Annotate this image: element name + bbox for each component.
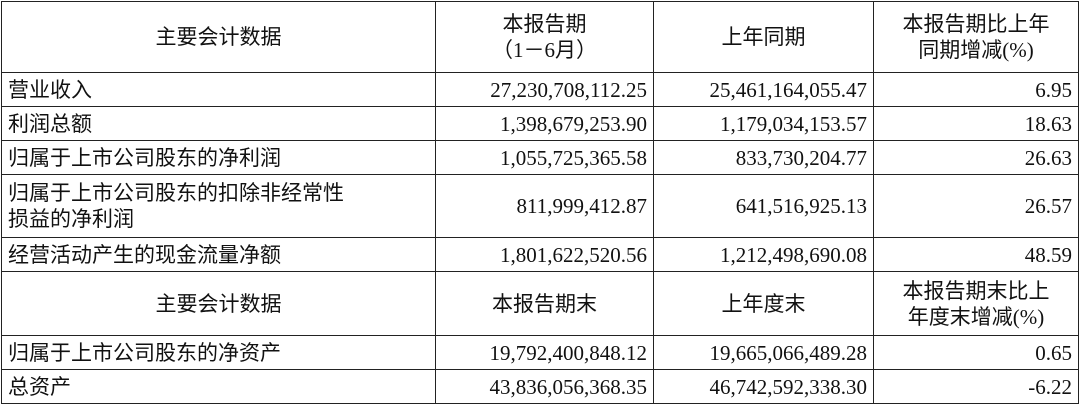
header-row-2: 主要会计数据 本报告期末 上年度末 本报告期末比上 年度末增减(%) — [1, 271, 1079, 336]
current-value: 1,055,725,365.58 — [435, 140, 654, 175]
label-line: 损益的净利润 — [8, 207, 134, 231]
header-change: 本报告期末比上 年度末增减(%) — [873, 271, 1079, 336]
header-text: 本报告期末比上 — [902, 278, 1050, 303]
table-row: 归属于上市公司股东的净利润 1,055,725,365.58 833,730,2… — [1, 140, 1079, 175]
header-change: 本报告期比上年 同期增减(%) — [873, 1, 1079, 73]
header-text: 本报告期 — [502, 12, 587, 36]
header-text: （1－6月） — [492, 38, 597, 62]
prior-value: 46,742,592,338.30 — [653, 369, 874, 404]
row-label: 利润总额 — [1, 106, 436, 141]
change-value: -6.22 — [873, 369, 1079, 404]
key-accounting-data-table: 主要会计数据 本报告期 （1－6月） 上年同期 本报告期比上年 同期增减(%) 营业… — [1, 1, 1079, 404]
current-value: 19,792,400,848.12 — [435, 335, 654, 370]
table-row: 总资产 43,836,056,368.35 46,742,592,338.30 … — [1, 369, 1079, 404]
header-item: 主要会计数据 — [1, 1, 436, 73]
current-value: 811,999,412.87 — [435, 174, 654, 238]
header-row: 主要会计数据 本报告期 （1－6月） 上年同期 本报告期比上年 同期增减(%) — [1, 1, 1079, 73]
change-value: 48.59 — [873, 237, 1079, 272]
header-text: 同期增减(%) — [918, 38, 1034, 62]
row-label: 营业收入 — [1, 72, 436, 107]
table-row: 利润总额 1,398,679,253.90 1,179,034,153.57 1… — [1, 106, 1079, 141]
header-text: 本报告期比上年 — [902, 12, 1050, 36]
header-period-end: 本报告期末 — [435, 271, 654, 336]
header-current-period: 本报告期 （1－6月） — [435, 1, 654, 73]
row-label: 归属于上市公司股东的净利润 — [1, 140, 436, 175]
row-label: 总资产 — [1, 369, 436, 404]
change-value: 6.95 — [873, 72, 1079, 107]
prior-value: 1,212,498,690.08 — [653, 237, 874, 272]
header-item: 主要会计数据 — [1, 271, 436, 336]
current-value: 27,230,708,112.25 — [435, 72, 654, 107]
table-row: 归属于上市公司股东的扣除非经常性 损益的净利润 811,999,412.87 64… — [1, 174, 1079, 238]
prior-value: 641,516,925.13 — [653, 174, 874, 238]
current-value: 43,836,056,368.35 — [435, 369, 654, 404]
table-row: 归属于上市公司股东的净资产 19,792,400,848.12 19,665,0… — [1, 335, 1079, 370]
header-prior-period: 上年同期 — [653, 1, 874, 73]
table-row: 经营活动产生的现金流量净额 1,801,622,520.56 1,212,498… — [1, 237, 1079, 272]
change-value: 18.63 — [873, 106, 1079, 141]
row-label: 归属于上市公司股东的扣除非经常性 损益的净利润 — [1, 174, 436, 238]
prior-value: 1,179,034,153.57 — [653, 106, 874, 141]
prior-value: 833,730,204.77 — [653, 140, 874, 175]
change-value: 0.65 — [873, 335, 1079, 370]
header-prior-year-end: 上年度末 — [653, 271, 874, 336]
row-label: 归属于上市公司股东的净资产 — [1, 335, 436, 370]
current-value: 1,398,679,253.90 — [435, 106, 654, 141]
change-value: 26.63 — [873, 140, 1079, 175]
current-value: 1,801,622,520.56 — [435, 237, 654, 272]
table-row: 营业收入 27,230,708,112.25 25,461,164,055.47… — [1, 72, 1079, 107]
change-value: 26.57 — [873, 174, 1079, 238]
header-text: 年度末增减(%) — [907, 304, 1045, 329]
prior-value: 19,665,066,489.28 — [653, 335, 874, 370]
prior-value: 25,461,164,055.47 — [653, 72, 874, 107]
label-line: 归属于上市公司股东的扣除非经常性 — [8, 181, 344, 205]
row-label: 经营活动产生的现金流量净额 — [1, 237, 436, 272]
